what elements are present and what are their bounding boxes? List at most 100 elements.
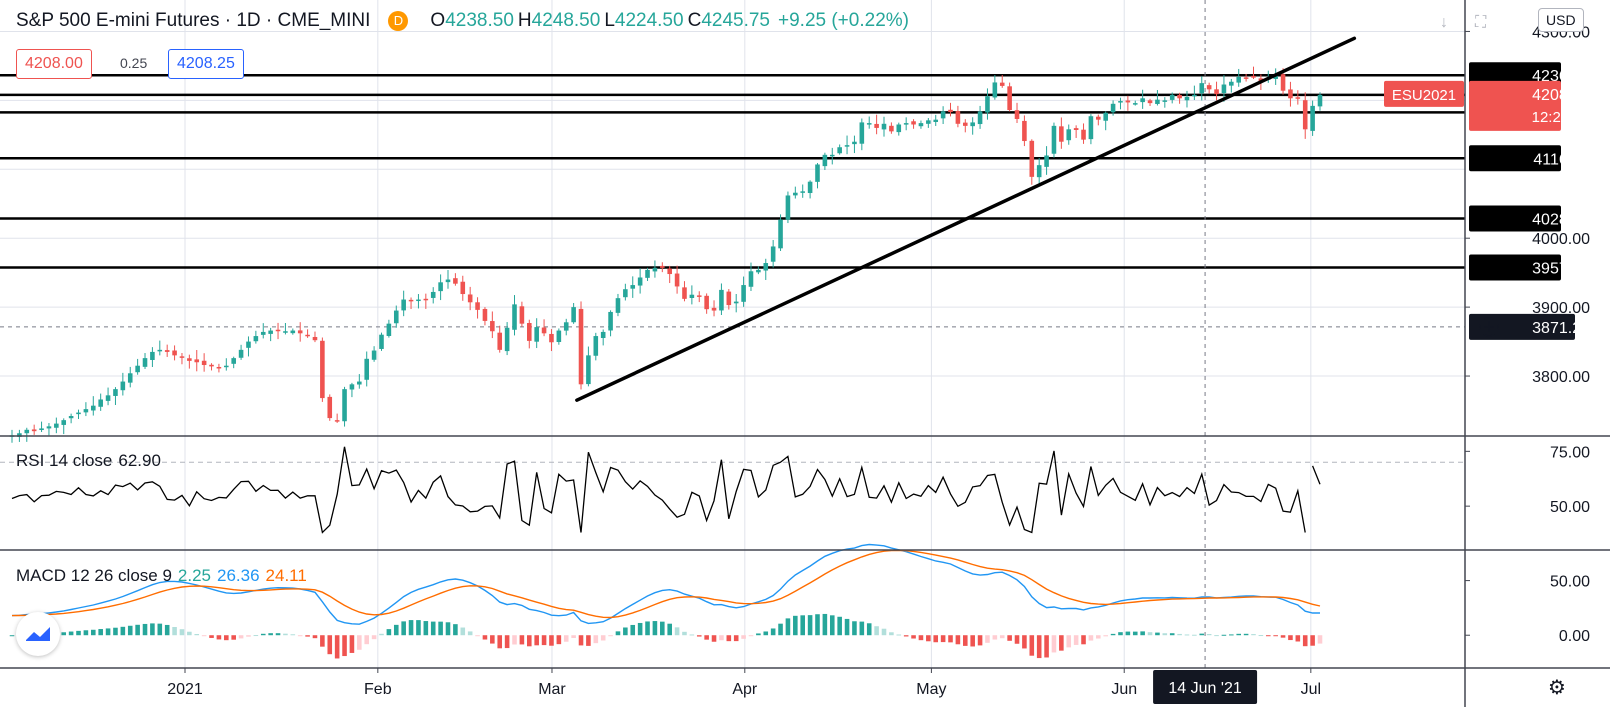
macd-histogram-bar: [1273, 635, 1278, 637]
last-price-bg: [1469, 80, 1561, 131]
macd-histogram-bar: [1007, 635, 1012, 641]
candle-body: [357, 381, 362, 385]
candle-down: [667, 265, 672, 284]
plus-circle-icon: [1479, 317, 1499, 337]
macd-histogram-bar: [430, 621, 436, 636]
candle-up: [800, 184, 806, 198]
candle-up: [600, 329, 606, 346]
rsi-legend[interactable]: RSI 14 close 62.90: [16, 451, 161, 471]
macd-histogram-bar: [283, 633, 288, 636]
candle-body: [1125, 100, 1131, 103]
candle-body: [1251, 75, 1256, 78]
level-label-bg: [1469, 205, 1561, 232]
candle-body: [770, 246, 776, 262]
macd-histogram-bar: [1125, 631, 1131, 636]
candle-body: [992, 82, 998, 98]
symbol-title[interactable]: S&P 500 E-mini Futures · 1D · CME_MINI: [16, 10, 371, 31]
candle-body: [83, 409, 89, 413]
candle-up: [992, 75, 998, 100]
candle-up: [719, 283, 724, 316]
candle-up: [430, 287, 436, 304]
candle-body: [290, 330, 296, 334]
candle-body: [1280, 74, 1286, 91]
arrow-down-icon[interactable]: ↓: [1440, 14, 1448, 31]
candle-body: [1229, 81, 1234, 86]
macd-histogram-bar: [342, 635, 347, 657]
macd-histogram-bar: [756, 633, 761, 636]
rsi-tick-label: 75.00: [1550, 444, 1590, 461]
macd-histogram-bar: [696, 635, 702, 637]
macd-histogram-bar: [829, 615, 835, 636]
macd-histogram-bar: [1081, 635, 1086, 645]
candle-body: [1177, 94, 1182, 99]
candle-up: [290, 328, 296, 335]
macd-histogram-bar: [1265, 635, 1271, 637]
macd-histogram-bar: [940, 635, 946, 643]
macd-histogram-bar: [1132, 631, 1138, 636]
candle-up: [445, 269, 451, 289]
candle-down: [423, 293, 429, 309]
candle-down: [312, 331, 318, 343]
macd-histogram-bar: [1118, 632, 1123, 636]
signal-line: [11, 549, 1321, 619]
candle-up: [822, 152, 828, 171]
candle-up: [926, 118, 931, 128]
sell-button[interactable]: 4208.00: [16, 49, 92, 79]
candle-body: [1118, 101, 1123, 103]
level-label: 4028.50: [1532, 212, 1590, 229]
macd-histogram-bar: [1288, 635, 1293, 641]
macd-histogram-bar: [615, 631, 621, 636]
macd-histogram-bar: [519, 635, 525, 645]
macd-histogram-bar: [482, 635, 488, 640]
candle-down: [320, 337, 325, 402]
candle-body: [534, 327, 539, 342]
macd-histogram-bar: [1184, 634, 1190, 636]
candle-body: [416, 299, 421, 302]
candle-body: [793, 192, 798, 196]
candle-up: [349, 382, 355, 398]
candle-body: [334, 420, 340, 422]
candle-up: [1110, 100, 1116, 116]
candle-body: [940, 111, 946, 119]
macd-histogram-bar: [889, 632, 894, 636]
candle-up: [852, 135, 857, 154]
candle-body: [142, 358, 148, 367]
buy-button[interactable]: 4208.25: [168, 49, 244, 79]
candle-up: [39, 421, 44, 433]
candle-body: [320, 340, 325, 399]
macd-histogram-bar: [260, 633, 266, 636]
tradingview-logo-icon[interactable]: [16, 612, 60, 656]
currency-button[interactable]: USD: [1538, 8, 1584, 32]
candle-down: [1177, 92, 1182, 104]
macd-histogram-bar: [763, 631, 769, 636]
candle-up: [1310, 100, 1315, 136]
macd-histogram-bar: [142, 623, 148, 636]
macd-histogram-bar: [999, 635, 1005, 639]
candle-up: [778, 214, 783, 251]
low-value: 4224.50: [614, 10, 684, 31]
candle-body: [696, 295, 702, 297]
candle-body: [689, 294, 695, 298]
candle-body: [1221, 84, 1227, 94]
candle-body: [844, 145, 850, 147]
macd-histogram-bar: [1088, 635, 1094, 641]
macd-legend[interactable]: MACD 12 26 close 9 2.25 26.36 24.11: [16, 566, 307, 586]
candle-body: [54, 423, 59, 428]
candle-down: [1251, 66, 1256, 80]
candle-up: [630, 276, 636, 298]
gear-icon[interactable]: ⚙: [1548, 677, 1566, 699]
candle-body: [593, 336, 599, 356]
candle-body: [829, 154, 835, 157]
candle-body: [926, 120, 931, 124]
macd-histogram-bar: [1096, 635, 1101, 639]
fullscreen-icon[interactable]: ⛶: [1475, 14, 1487, 31]
candle-up: [645, 267, 650, 281]
low-label: L: [604, 10, 615, 31]
macd-histogram-bar: [268, 633, 273, 636]
delayed-badge[interactable]: D: [388, 11, 409, 31]
level-label-bg: [1469, 254, 1561, 281]
candle-up: [1103, 111, 1108, 131]
support-resistance-lines: 4236.504182.504116.004028.503957.50ESU20…: [0, 0, 1590, 668]
candle-body: [1295, 97, 1301, 99]
